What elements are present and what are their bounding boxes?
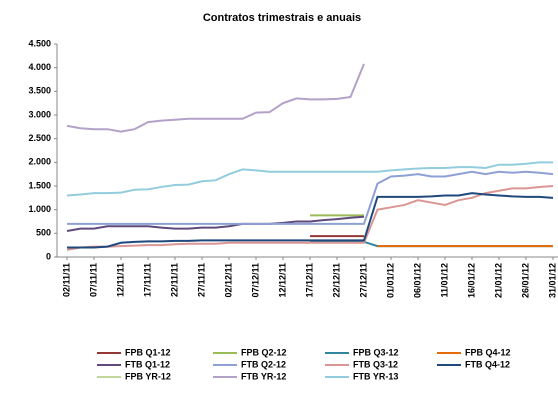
series-line [67, 192, 554, 249]
x-tick-label: 17/12/11 [304, 263, 314, 298]
y-tick-label: 500 [36, 228, 51, 238]
y-tick-label: 3.000 [28, 109, 51, 119]
chart-title: Contratos trimestrais e anuais [203, 12, 361, 24]
y-tick-label: 2.000 [28, 157, 51, 167]
x-tick-label: 12/12/11 [277, 263, 287, 298]
legend-label: FPB Q4-12 [465, 347, 511, 357]
x-tick-label: 07/11/11 [88, 263, 98, 297]
x-tick-label: 27/11/11 [196, 263, 206, 297]
series-line [66, 63, 365, 133]
legend-label: FTB YR-12 [241, 371, 286, 381]
y-tick-label: 1.000 [28, 204, 51, 214]
legend-label: FTB Q4-12 [465, 359, 510, 369]
x-tick-label: 17/11/11 [142, 263, 152, 297]
x-tick-label: 11/01/12 [439, 263, 449, 298]
y-tick-label: 2.500 [28, 133, 51, 143]
x-tick-label: 21/01/12 [493, 263, 503, 298]
y-tick-label: 4.500 [28, 38, 51, 48]
legend-label: FTB Q1-12 [125, 359, 170, 369]
x-tick-label: 27/12/11 [358, 263, 368, 298]
y-tick-label: 3.500 [28, 86, 51, 96]
legend-label: FTB Q2-12 [241, 359, 286, 369]
legend-label: FTB YR-13 [353, 371, 398, 381]
series-line [66, 185, 554, 251]
series-line [67, 170, 554, 225]
y-tick-label: 4.000 [28, 62, 51, 72]
legend-label: FTB Q3-12 [353, 359, 398, 369]
x-tick-label: 12/11/11 [115, 263, 125, 297]
legend-label: FPB YR-12 [125, 371, 171, 381]
x-tick-label: 02/11/11 [61, 263, 71, 297]
x-tick-label: 26/01/12 [520, 263, 530, 298]
series-line [66, 215, 365, 232]
x-tick-label: 02/12/11 [223, 263, 233, 298]
x-tick-label: 07/12/11 [250, 263, 260, 298]
x-tick-label: 06/01/12 [412, 263, 422, 298]
y-tick-label: 0 [46, 251, 51, 261]
y-tick-label: 1.500 [28, 180, 51, 190]
x-tick-label: 22/11/11 [169, 263, 179, 297]
x-tick-label: 22/12/11 [331, 263, 341, 298]
x-tick-label: 31/01/12 [547, 263, 557, 298]
x-tick-label: 16/01/12 [466, 263, 476, 298]
legend-label: FPB Q3-12 [353, 347, 399, 357]
x-tick-label: 01/01/12 [385, 263, 395, 298]
legend-label: FPB Q1-12 [125, 347, 171, 357]
series-line [66, 161, 553, 197]
legend-label: FPB Q2-12 [241, 347, 287, 357]
